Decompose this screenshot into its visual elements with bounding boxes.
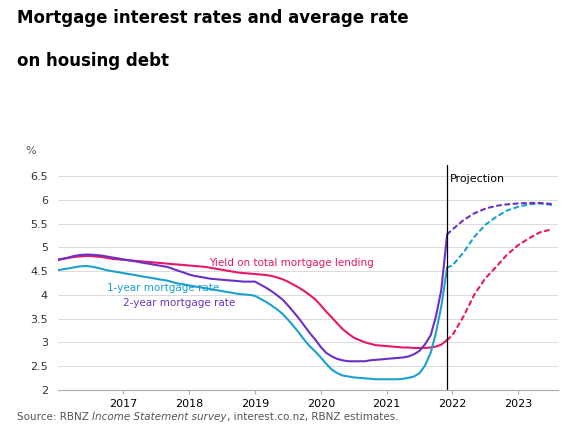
Text: , interest.co.nz, RBNZ estimates.: , interest.co.nz, RBNZ estimates. <box>227 412 398 422</box>
Text: on housing debt: on housing debt <box>17 52 169 70</box>
Text: Source: RBNZ: Source: RBNZ <box>17 412 93 422</box>
Text: Projection: Projection <box>450 174 505 184</box>
Text: Yield on total mortgage lending: Yield on total mortgage lending <box>209 258 374 268</box>
Text: %: % <box>25 145 36 155</box>
Text: Income Statement survey: Income Statement survey <box>93 412 227 422</box>
Text: 1-year mortgage rate: 1-year mortgage rate <box>107 283 219 293</box>
Text: Mortgage interest rates and average rate: Mortgage interest rates and average rate <box>17 9 409 27</box>
Text: 2-year mortgage rate: 2-year mortgage rate <box>123 298 236 308</box>
